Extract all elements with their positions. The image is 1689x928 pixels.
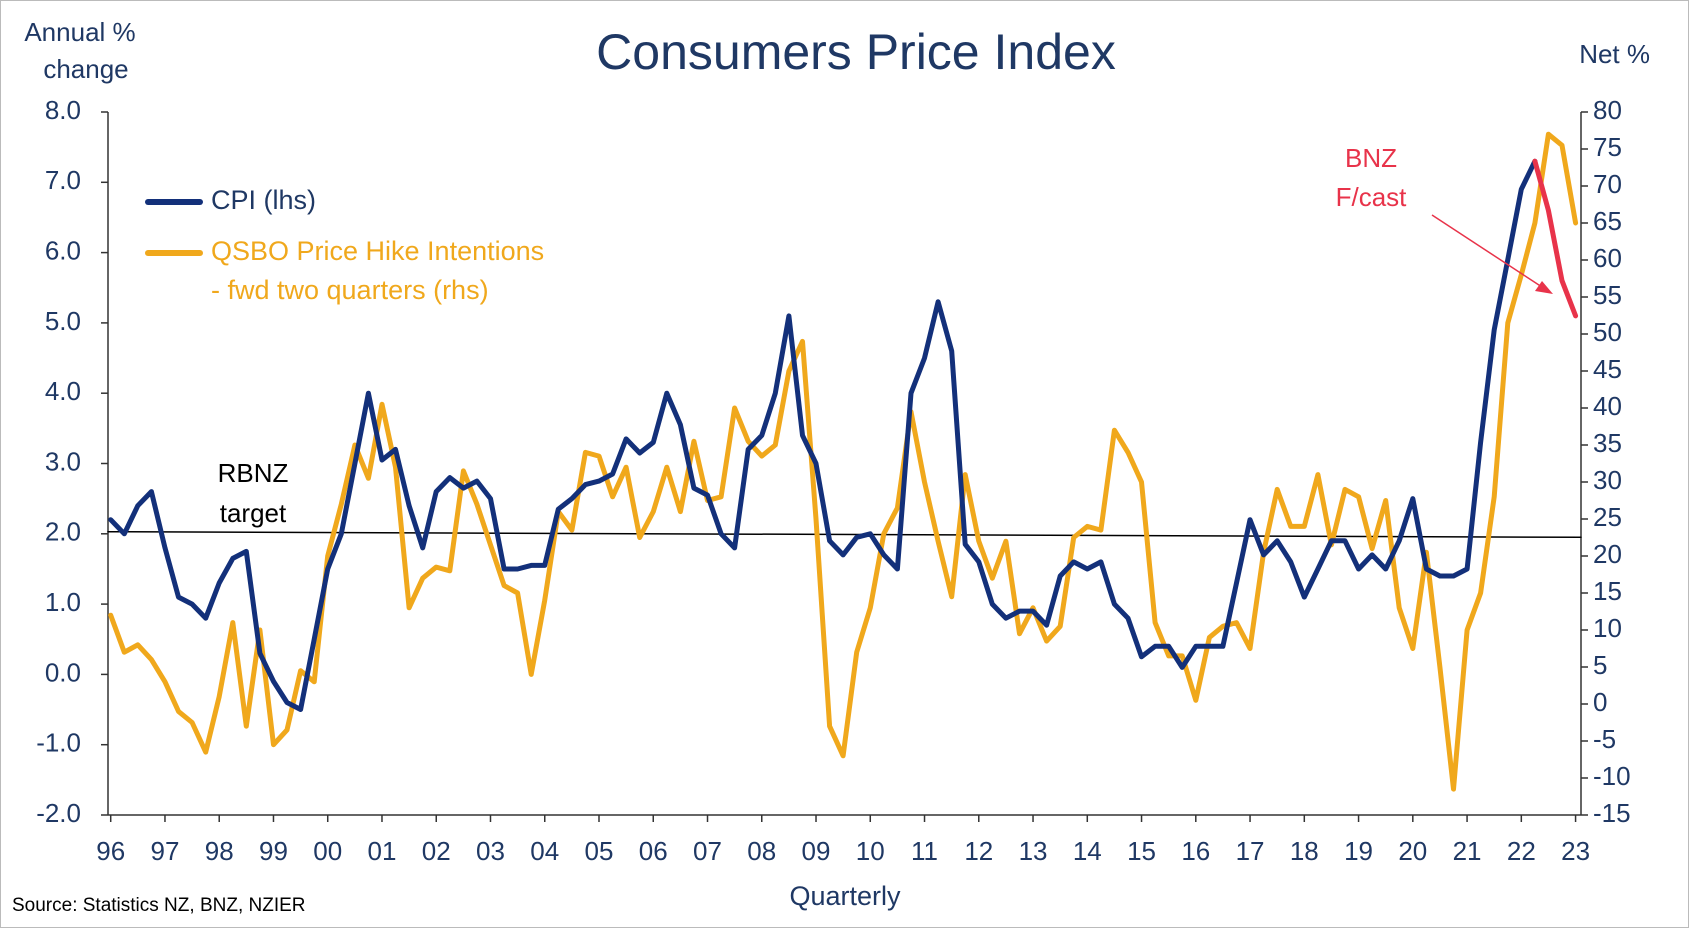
y-tick-label: -2.0 bbox=[36, 798, 81, 828]
y2-tick-label: 15 bbox=[1593, 576, 1622, 606]
y2-tick-label: 20 bbox=[1593, 539, 1622, 569]
x-tick-label: 01 bbox=[368, 836, 397, 866]
x-tick-label: 14 bbox=[1073, 836, 1102, 866]
y-tick-label: 4.0 bbox=[45, 376, 81, 406]
y-tick-label: 5.0 bbox=[45, 306, 81, 336]
x-tick-label: 00 bbox=[313, 836, 342, 866]
x-tick-label: 02 bbox=[422, 836, 451, 866]
forecast-label: BNZ bbox=[1345, 143, 1397, 173]
source-note: Source: Statistics NZ, BNZ, NZIER bbox=[12, 895, 306, 916]
x-tick-label: 23 bbox=[1561, 836, 1590, 866]
legend-label: - fwd two quarters (rhs) bbox=[211, 275, 489, 305]
y2-tick-label: 45 bbox=[1593, 354, 1622, 384]
x-tick-label: 09 bbox=[802, 836, 831, 866]
y2-tick-label: -5 bbox=[1593, 724, 1616, 754]
y2-tick-label: 55 bbox=[1593, 280, 1622, 310]
y-tick-label: 6.0 bbox=[45, 235, 81, 265]
x-tick-label: 18 bbox=[1290, 836, 1319, 866]
chart-title: Consumers Price Index bbox=[596, 24, 1116, 80]
x-tick-label: 07 bbox=[693, 836, 722, 866]
y-tick-label: 8.0 bbox=[45, 95, 81, 125]
y2-tick-label: 0 bbox=[1593, 687, 1607, 717]
legend-label: QSBO Price Hike Intentions bbox=[211, 236, 544, 266]
x-tick-label: 04 bbox=[530, 836, 559, 866]
y-tick-label: 7.0 bbox=[45, 165, 81, 195]
y-tick-label: -1.0 bbox=[36, 728, 81, 758]
y2-tick-label: 60 bbox=[1593, 243, 1622, 273]
y2-tick-label: 5 bbox=[1593, 650, 1607, 680]
x-tick-label: 10 bbox=[856, 836, 885, 866]
y-tick-label: 3.0 bbox=[45, 446, 81, 476]
x-tick-label: 11 bbox=[911, 836, 938, 866]
x-tick-label: 20 bbox=[1398, 836, 1427, 866]
forecast-arrow bbox=[1431, 214, 1546, 290]
y2-tick-label: 80 bbox=[1593, 95, 1622, 125]
x-axis-label: Quarterly bbox=[789, 881, 901, 911]
x-tick-label: 08 bbox=[747, 836, 776, 866]
y2-tick-label: 70 bbox=[1593, 169, 1622, 199]
x-tick-label: 03 bbox=[476, 836, 505, 866]
x-tick-label: 06 bbox=[639, 836, 668, 866]
series-line bbox=[108, 158, 1538, 712]
y2-tick-label: 40 bbox=[1593, 391, 1622, 421]
x-tick-label: 13 bbox=[1019, 836, 1048, 866]
y2-tick-label: -10 bbox=[1593, 761, 1631, 791]
y2-tick-label: 50 bbox=[1593, 317, 1622, 347]
y2-tick-label: 75 bbox=[1593, 132, 1622, 162]
legend-label: CPI (lhs) bbox=[211, 185, 316, 215]
x-tick-label: 17 bbox=[1236, 836, 1265, 866]
x-tick-label: 15 bbox=[1127, 836, 1156, 866]
x-tick-label: 22 bbox=[1507, 836, 1536, 866]
forecast-line bbox=[1532, 158, 1579, 319]
x-tick-label: 12 bbox=[964, 836, 993, 866]
y2-tick-label: 35 bbox=[1593, 428, 1622, 458]
y2-tick-label: 25 bbox=[1593, 502, 1622, 532]
target-label: RBNZ bbox=[218, 458, 289, 488]
target-label: target bbox=[220, 498, 287, 528]
x-tick-label: 21 bbox=[1453, 836, 1482, 866]
y-tick-label: 0.0 bbox=[45, 657, 81, 687]
y-tick-label: 1.0 bbox=[45, 587, 81, 617]
x-tick-label: 97 bbox=[151, 836, 180, 866]
y-tick-label: 2.0 bbox=[45, 517, 81, 547]
x-tick-label: 16 bbox=[1181, 836, 1210, 866]
y2-tick-label: -15 bbox=[1593, 798, 1631, 828]
y2-tick-label: 30 bbox=[1593, 465, 1622, 495]
x-tick-label: 96 bbox=[96, 836, 125, 866]
x-tick-label: 19 bbox=[1344, 836, 1373, 866]
y-axis-label: change bbox=[43, 54, 128, 84]
forecast-label: F/cast bbox=[1336, 182, 1408, 212]
x-tick-label: 05 bbox=[585, 836, 614, 866]
x-tick-label: 99 bbox=[259, 836, 288, 866]
y2-tick-label: 10 bbox=[1593, 613, 1622, 643]
y2-axis-label: Net % bbox=[1579, 39, 1650, 69]
y-axis-label: Annual % bbox=[24, 17, 135, 47]
forecast-arrowhead bbox=[1535, 281, 1553, 294]
y2-tick-label: 65 bbox=[1593, 206, 1622, 236]
x-tick-label: 98 bbox=[205, 836, 234, 866]
